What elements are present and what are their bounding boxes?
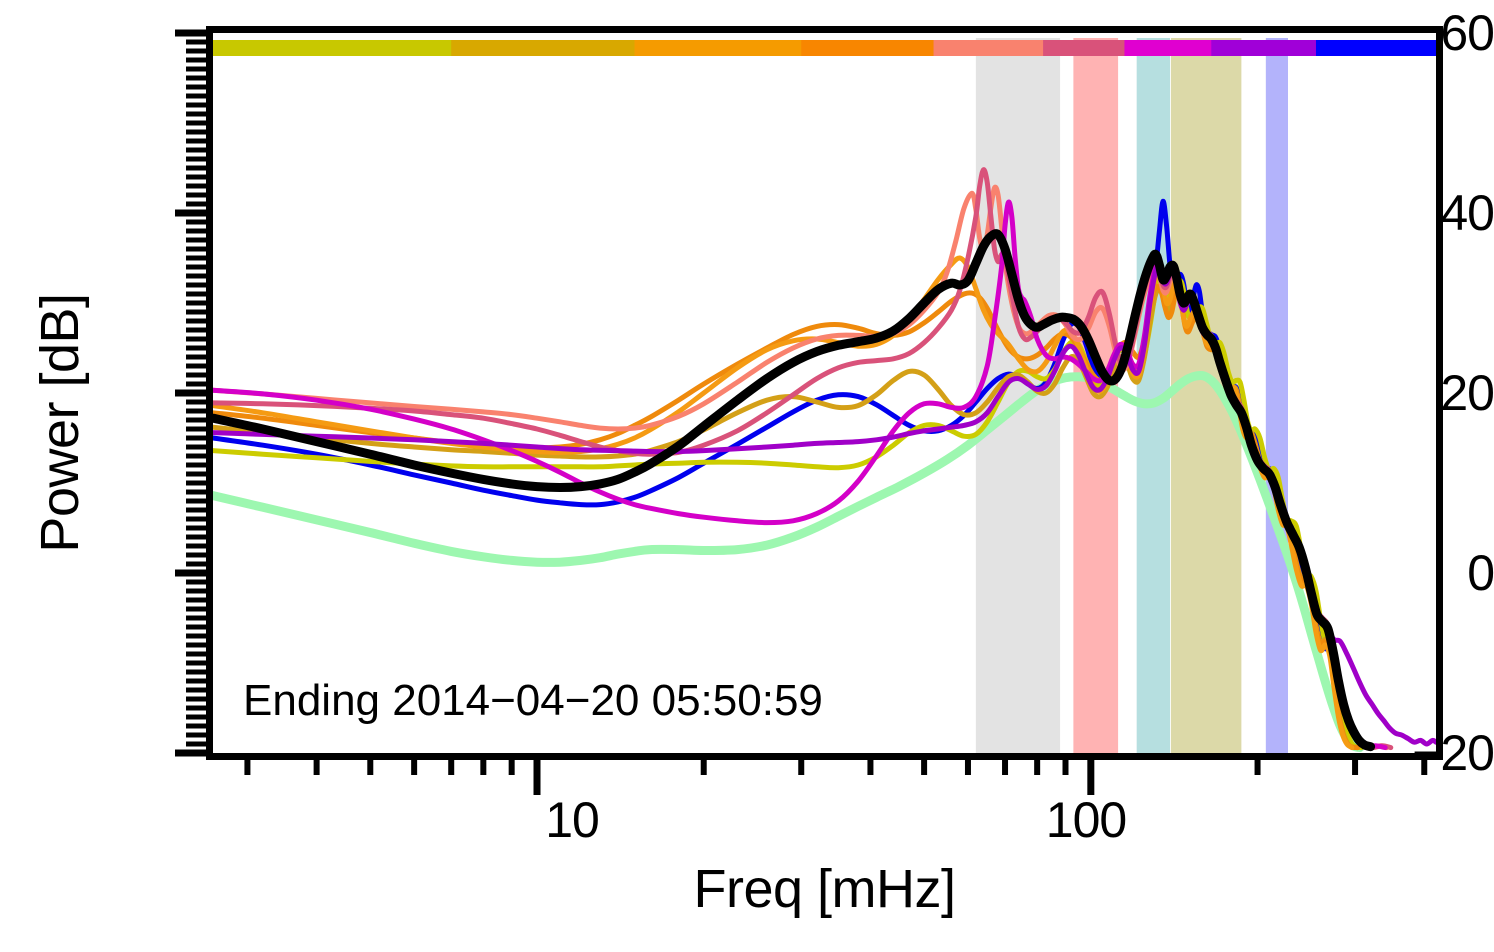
x-tick-label-100: 100: [1045, 792, 1127, 848]
colorbar-segment-6: [1124, 40, 1213, 56]
colorbar: [213, 40, 1436, 56]
colorbar-segment-8: [1315, 40, 1436, 56]
y-tick-label-60: 60: [1440, 5, 1494, 61]
colorbar-segment-0: [213, 40, 453, 56]
y-tick-label-0: 0: [1467, 545, 1494, 601]
band-violet: [1265, 38, 1289, 753]
colorbar-segment-7: [1211, 40, 1317, 56]
x-tick-label-10: 10: [545, 792, 600, 848]
colorbar-segment-1: [451, 40, 636, 56]
colorbar-segment-2: [634, 40, 803, 56]
plot-frame: [206, 26, 1443, 760]
y-tick-label-40: 40: [1440, 185, 1494, 241]
colorbar-segment-3: [801, 40, 935, 56]
y-tick-label-20: 20: [1440, 365, 1494, 421]
x-axis-title: Freq [mHz]: [693, 859, 956, 919]
colorbar-segment-5: [1043, 40, 1126, 56]
ending-timestamp-annotation: Ending 2014−04−20 05:50:59: [243, 676, 823, 725]
curve-mean: [213, 229, 1376, 752]
band-gray: [975, 38, 1061, 753]
colorbar-segment-4: [933, 40, 1045, 56]
data-curves: [213, 167, 1436, 753]
